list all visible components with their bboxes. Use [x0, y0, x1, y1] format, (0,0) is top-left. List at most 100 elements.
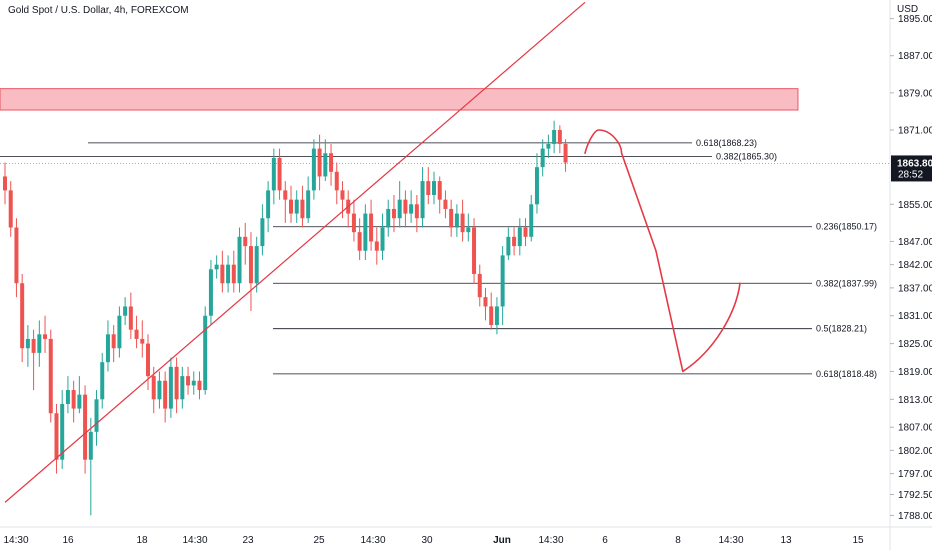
candle	[48, 329, 53, 423]
candle-body	[386, 208, 391, 228]
candle-body	[517, 227, 522, 247]
candle	[266, 181, 271, 233]
candle-body	[557, 130, 562, 144]
candle-body	[426, 181, 431, 196]
candle-body	[191, 380, 196, 386]
candle	[391, 195, 396, 233]
time-tick-label: 16	[62, 535, 74, 546]
candle	[254, 236, 259, 293]
candle	[128, 292, 133, 339]
time-axis[interactable]: 14:30 16 18 14:30 23 25 14:30 30 Jun 14:30 6 8 14:30…	[3, 535, 864, 546]
candle	[243, 222, 248, 265]
price-tick-label: 1792.50	[898, 490, 932, 501]
candle-body	[397, 199, 402, 219]
candle-body	[43, 334, 48, 339]
candle-body	[523, 227, 528, 237]
candle-body	[248, 246, 253, 284]
candle	[329, 143, 334, 186]
candle	[534, 153, 539, 214]
candle-body	[489, 306, 494, 326]
candle	[289, 185, 293, 223]
time-tick-label: 15	[852, 535, 864, 546]
candle	[94, 390, 99, 446]
candle-body	[105, 334, 110, 363]
candle-body	[323, 153, 328, 177]
candle	[20, 273, 25, 363]
candle-body	[340, 190, 345, 200]
candle-body	[31, 338, 36, 353]
candle-body	[8, 190, 13, 228]
candle-body	[146, 343, 150, 377]
candle-body	[437, 181, 442, 200]
candle-body	[220, 264, 225, 284]
candle	[25, 325, 30, 367]
candle	[386, 199, 391, 237]
candle-body	[466, 227, 471, 233]
candle-body	[454, 213, 459, 228]
candle	[557, 125, 562, 154]
price-axis[interactable]: 1895.00 1887.00 1879.00 1871.00 1855.00 1847.…	[890, 14, 932, 522]
candle-body	[483, 297, 488, 307]
last-price-badge	[891, 155, 932, 182]
candle-body	[83, 394, 88, 460]
candle	[31, 329, 36, 391]
candle-body	[477, 273, 482, 298]
time-tick-label: 14:30	[182, 535, 207, 546]
candle-body	[540, 148, 545, 168]
candle-body	[460, 213, 465, 233]
time-tick-label: Jun	[493, 535, 511, 546]
candle-body	[254, 246, 259, 284]
candle	[374, 227, 379, 265]
candle	[540, 139, 545, 177]
candle	[363, 204, 368, 261]
candle	[105, 320, 110, 372]
projection-curve[interactable]	[584, 129, 741, 373]
candle-body	[128, 306, 133, 330]
fib-level-label: 0.618(1868.23)	[696, 138, 757, 148]
candle	[277, 148, 282, 200]
price-tick-label: 1788.00	[898, 511, 932, 522]
candle-body	[374, 241, 379, 251]
candle-body	[334, 171, 339, 191]
candle-body	[449, 208, 454, 228]
ascending-trendline[interactable]	[4, 1, 586, 503]
candle	[237, 227, 242, 293]
candle-body	[300, 199, 305, 219]
candle-body	[311, 148, 316, 191]
candle	[163, 371, 168, 423]
candle	[146, 334, 150, 391]
candle	[77, 376, 82, 414]
candle	[529, 195, 534, 242]
fib-level-label: 0.382(1837.99)	[816, 278, 877, 288]
candle-body	[243, 236, 248, 247]
candle-body	[512, 236, 517, 247]
candle-body	[552, 130, 557, 144]
candle-body	[134, 329, 139, 339]
candle	[134, 315, 139, 349]
candle-body	[369, 213, 374, 242]
candle-body	[186, 376, 191, 386]
candle-body	[88, 431, 93, 460]
candle	[71, 380, 76, 423]
candle	[123, 297, 128, 326]
candle	[357, 218, 362, 261]
candle-body	[357, 232, 362, 251]
candle	[43, 315, 48, 353]
candle	[380, 213, 385, 261]
candle	[477, 264, 482, 307]
plot-background	[0, 0, 890, 550]
candle-body	[151, 376, 156, 400]
candle	[506, 227, 511, 261]
candle	[248, 232, 253, 312]
candle-body	[197, 380, 202, 391]
candle-body	[283, 190, 288, 200]
candle	[54, 403, 59, 474]
candle	[351, 199, 356, 242]
candle-body	[271, 157, 276, 191]
price-tick-label: 1819.00	[898, 367, 932, 378]
candle-body	[380, 227, 385, 251]
candle	[14, 218, 19, 298]
candle	[523, 218, 528, 247]
